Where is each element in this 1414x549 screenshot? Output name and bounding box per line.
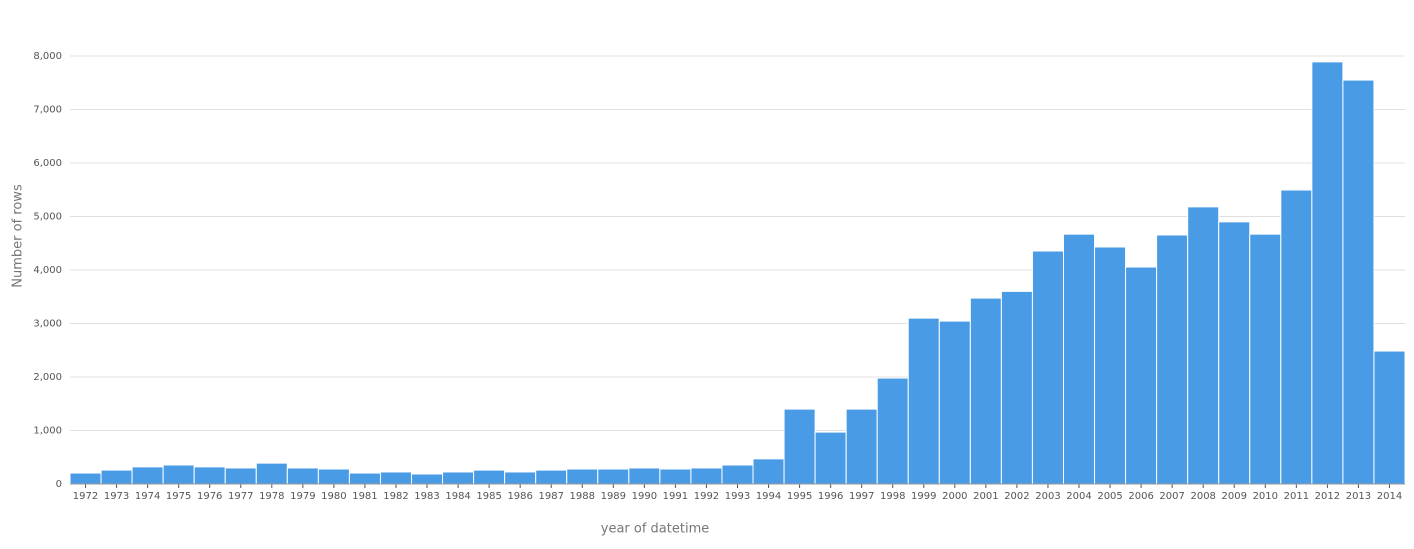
x-tick-label: 2007 <box>1159 491 1184 502</box>
bar <box>1094 246 1127 485</box>
bar <box>535 469 568 485</box>
x-tick-label: 2001 <box>973 491 998 502</box>
bar <box>628 467 661 485</box>
x-tick-label: 2008 <box>1190 491 1215 502</box>
y-tick-label: 1,000 <box>33 426 62 437</box>
x-tick-label: 2003 <box>1035 491 1060 502</box>
x-tick-label: 1987 <box>538 491 563 502</box>
bar <box>1311 61 1344 485</box>
bar <box>1156 234 1189 485</box>
x-tick-label: 1979 <box>290 491 315 502</box>
bar <box>814 431 847 485</box>
x-tick-label: 1983 <box>414 491 439 502</box>
x-tick-label: 1980 <box>321 491 346 502</box>
y-tick-label: 7,000 <box>33 105 62 116</box>
x-tick-label: 2010 <box>1253 491 1278 502</box>
bar <box>473 469 506 485</box>
x-tick-label: 1997 <box>849 491 874 502</box>
bar <box>317 468 350 485</box>
x-tick-label: 1994 <box>756 491 781 502</box>
bar <box>224 467 257 485</box>
y-axis-title: Number of rows <box>11 184 26 288</box>
y-tick-label: 6,000 <box>33 158 62 169</box>
x-tick-label: 1996 <box>818 491 843 502</box>
x-tick-label: 1986 <box>507 491 532 502</box>
x-tick-label: 1973 <box>104 491 129 502</box>
x-tick-label: 2004 <box>1066 491 1091 502</box>
x-tick-label: 1984 <box>445 491 470 502</box>
bar <box>1062 233 1096 485</box>
x-tick-label: 1978 <box>259 491 284 502</box>
x-tick-label: 1993 <box>725 491 750 502</box>
x-tick-label: 1990 <box>632 491 657 502</box>
bar <box>1187 206 1220 485</box>
bar <box>938 320 971 485</box>
x-tick-label: 1982 <box>383 491 408 502</box>
bar <box>442 471 475 485</box>
x-tick-label: 2000 <box>942 491 967 502</box>
bar <box>255 462 288 485</box>
x-tick-label: 2005 <box>1097 491 1122 502</box>
bar <box>690 467 723 485</box>
bar <box>411 473 444 485</box>
bar <box>1373 350 1406 485</box>
x-tick-label: 2002 <box>1004 491 1029 502</box>
x-tick-label: 1989 <box>601 491 626 502</box>
x-tick-label: 1981 <box>352 491 377 502</box>
x-tick-label: 1976 <box>197 491 222 502</box>
bar <box>566 468 599 485</box>
bar <box>752 458 785 485</box>
x-tick-label: 1977 <box>228 491 253 502</box>
bar <box>286 467 319 485</box>
bar <box>969 297 1002 485</box>
x-tick-label: 1988 <box>570 491 595 502</box>
x-axis-title: year of datetime <box>601 522 709 537</box>
x-tick-label: 1999 <box>911 491 936 502</box>
y-tick-label: 8,000 <box>33 51 62 62</box>
x-tick-label: 1975 <box>166 491 191 502</box>
bar <box>1000 290 1033 485</box>
y-tick-label: 3,000 <box>33 319 62 330</box>
bar <box>379 471 413 485</box>
bar <box>504 471 537 485</box>
bar <box>1218 221 1251 485</box>
x-tick-label: 1998 <box>880 491 905 502</box>
bar <box>131 466 164 485</box>
x-tick-label: 1974 <box>135 491 160 502</box>
bar <box>1342 79 1375 485</box>
bar <box>1249 233 1282 485</box>
x-tick-label: 1995 <box>787 491 812 502</box>
bar <box>162 464 195 485</box>
y-tick-label: 5,000 <box>33 212 62 223</box>
bar <box>1125 266 1158 485</box>
y-tick-label: 0 <box>56 479 62 490</box>
bar <box>193 466 226 485</box>
x-tick-label: 1972 <box>73 491 98 502</box>
y-tick-label: 2,000 <box>33 372 62 383</box>
x-tick-label: 2009 <box>1222 491 1247 502</box>
x-tick-label: 2014 <box>1377 491 1402 502</box>
bar <box>100 469 133 485</box>
bar <box>1280 189 1313 485</box>
x-tick-label: 2006 <box>1128 491 1153 502</box>
bar <box>597 468 630 485</box>
bar <box>1031 250 1064 485</box>
x-tick-label: 1991 <box>663 491 688 502</box>
bar <box>783 408 816 485</box>
bar <box>659 468 692 485</box>
x-tick-label: 2011 <box>1284 491 1309 502</box>
x-tick-label: 1992 <box>694 491 719 502</box>
bar <box>907 317 940 485</box>
y-tick-label: 4,000 <box>33 265 62 276</box>
x-tick-label: 2013 <box>1346 491 1371 502</box>
bar <box>348 472 381 485</box>
bar <box>69 472 102 485</box>
x-tick-label: 1985 <box>476 491 501 502</box>
bar <box>721 464 754 485</box>
bar <box>876 377 909 485</box>
bar <box>845 408 878 485</box>
x-tick-label: 2012 <box>1315 491 1340 502</box>
